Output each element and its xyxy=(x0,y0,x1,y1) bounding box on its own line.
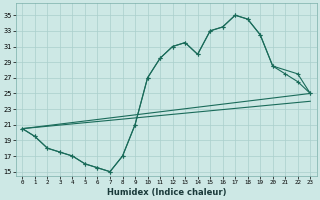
X-axis label: Humidex (Indice chaleur): Humidex (Indice chaleur) xyxy=(107,188,226,197)
